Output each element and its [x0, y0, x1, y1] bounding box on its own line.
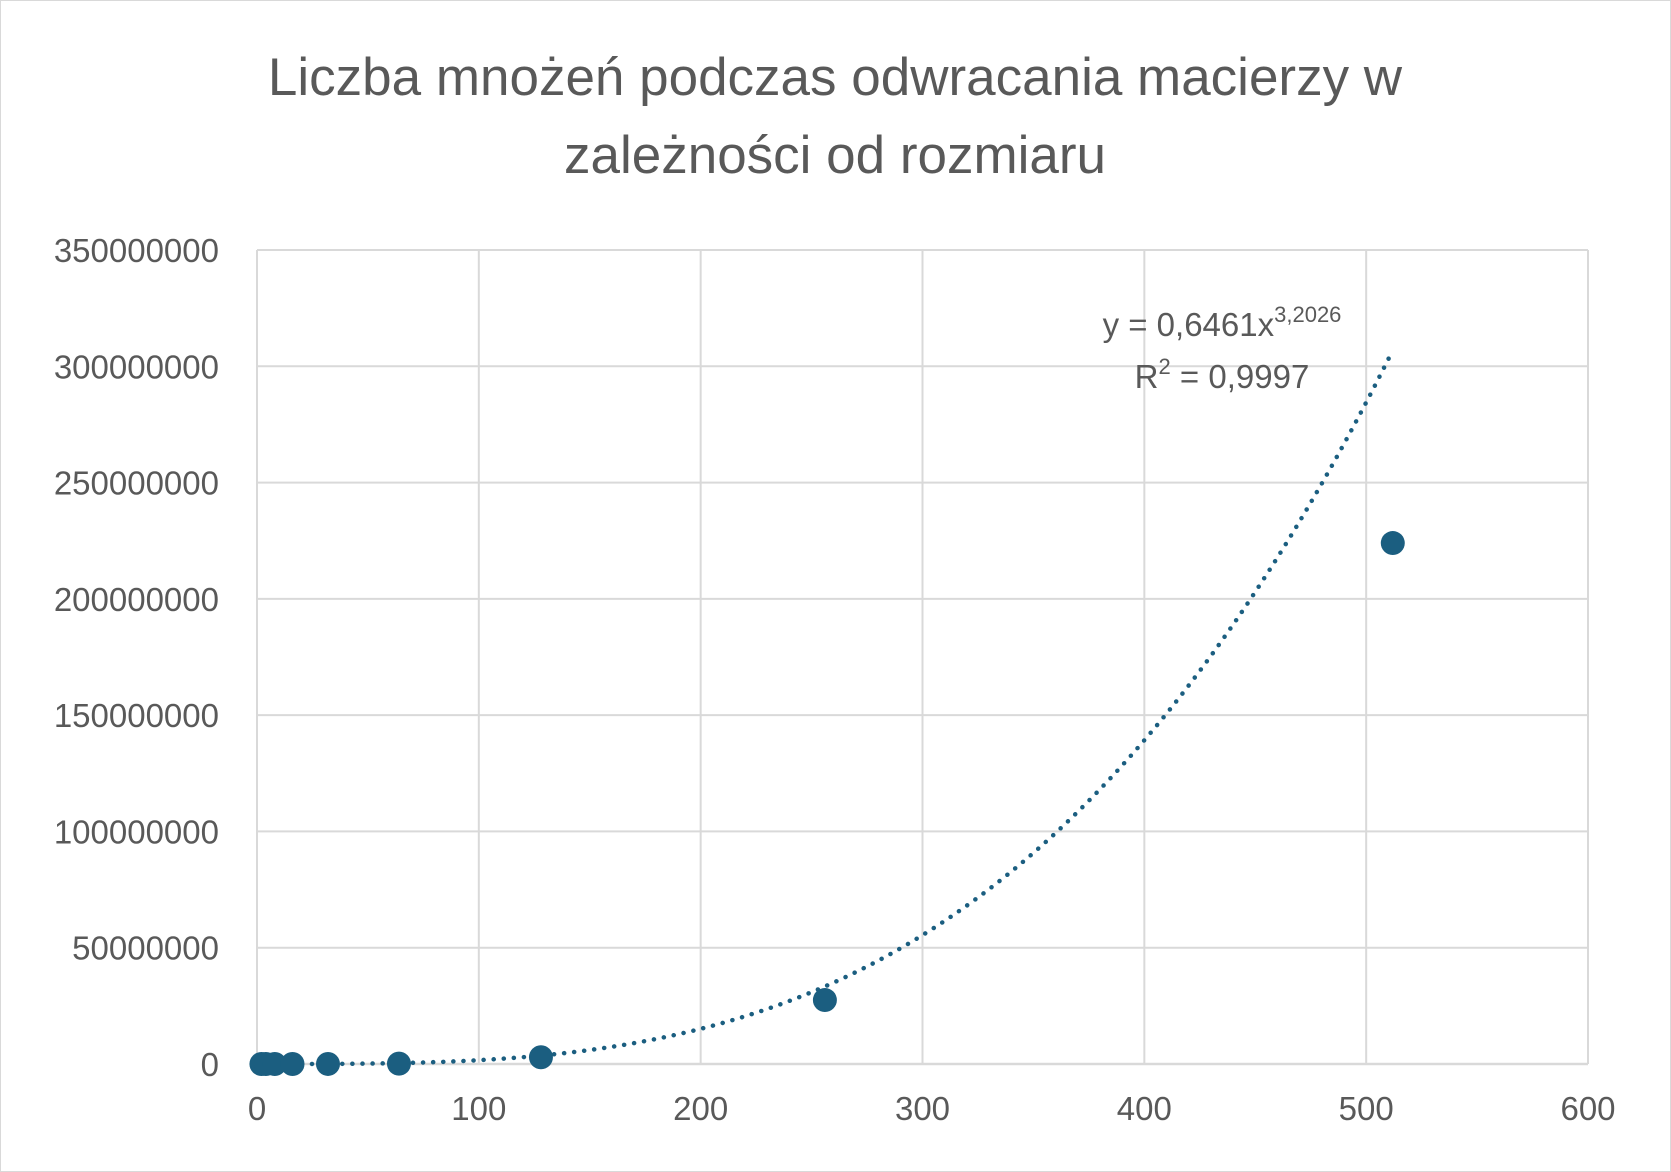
y-tick-label: 0: [201, 1046, 219, 1083]
power-trendline: [259, 347, 1396, 1067]
data-point: [812, 988, 837, 1013]
x-tick-label: 400: [1117, 1090, 1172, 1127]
data-point: [528, 1045, 553, 1070]
x-tick-label: 600: [1560, 1090, 1615, 1127]
chart-title-line-1: Liczba mnożeń podczas odwracania macierz…: [268, 48, 1403, 107]
x-tick-label: 0: [248, 1090, 266, 1127]
y-tick-label: 50000000: [72, 930, 219, 967]
y-axis-tick-labels: 0 50000000 100000000 150000000 200000000 2500…: [54, 232, 219, 1083]
trendline-r-squared: R2 = 0,9997: [1135, 354, 1310, 395]
data-point: [1380, 531, 1405, 556]
data-point: [386, 1051, 411, 1076]
axes: [256, 250, 1588, 1066]
data-point: [262, 1051, 287, 1076]
x-tick-label: 200: [673, 1090, 728, 1127]
y-tick-label: 150000000: [54, 697, 219, 734]
y-tick-label: 200000000: [54, 581, 219, 618]
y-tick-label: 100000000: [54, 813, 219, 850]
y-tick-label: 350000000: [54, 232, 219, 269]
data-points: [249, 531, 1405, 1076]
x-tick-label: 100: [451, 1090, 506, 1127]
data-point: [315, 1051, 340, 1076]
y-tick-label: 300000000: [54, 348, 219, 385]
gridlines: [257, 249, 1589, 1064]
x-tick-label: 300: [895, 1090, 950, 1127]
chart-title-line-2: zależności od rozmiaru: [564, 126, 1106, 185]
y-tick-label: 250000000: [54, 465, 219, 502]
x-tick-label: 500: [1339, 1090, 1394, 1127]
data-point: [280, 1051, 305, 1076]
trendline-equation: y = 0,6461x3,2026: [1103, 302, 1342, 343]
x-axis-tick-labels: 0 100 200 300 400 500 600: [248, 1090, 1616, 1127]
